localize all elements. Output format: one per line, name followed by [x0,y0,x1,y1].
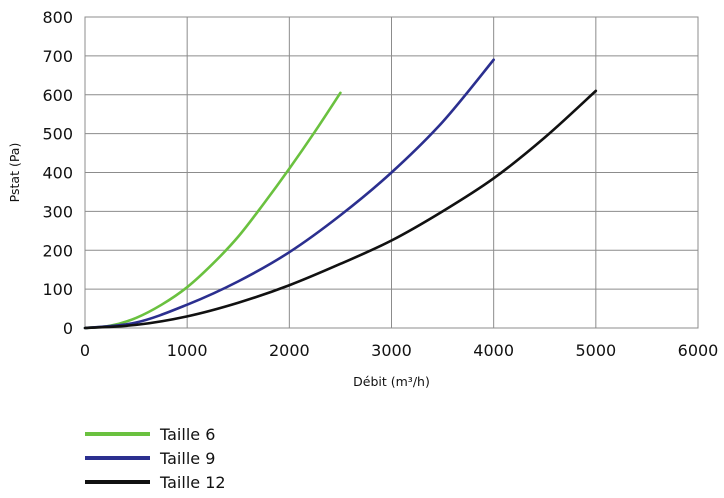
series-layer [83,58,598,330]
legend: Taille 6 Taille 9 Taille 12 [85,425,226,492]
plot-frame [84,16,699,329]
legend-label: Taille 9 [159,449,215,468]
legend-item: Taille 6 [85,425,215,444]
y-tick-label: 800 [42,8,73,27]
y-tick-label: 600 [42,86,73,105]
x-tick-label: 6000 [678,341,719,360]
x-axis-label: Débit (m³/h) [353,374,430,389]
x-tick-label: 5000 [575,341,616,360]
series-line-taille-6 [83,91,342,330]
tick-labels: 0 1000 2000 3000 4000 5000 6000 0 100 200 300 400 50… [42,8,718,360]
series-line-taille-9 [83,58,495,330]
legend-item: Taille 9 [85,449,215,468]
y-tick-label: 300 [42,202,73,221]
x-tick-label: 1000 [167,341,208,360]
x-tick-label: 4000 [473,341,514,360]
x-tick-label: 2000 [269,341,310,360]
legend-item: Taille 12 [85,473,226,492]
y-tick-label: 500 [42,125,73,144]
x-tick-label: 0 [80,341,90,360]
y-tick-label: 400 [42,164,73,183]
legend-label: Taille 12 [159,473,226,492]
x-tick-label: 3000 [371,341,412,360]
y-tick-label: 100 [42,280,73,299]
series-line-taille-12 [83,89,598,330]
y-tick-label: 0 [63,319,73,338]
legend-label: Taille 6 [159,425,215,444]
y-tick-label: 700 [42,47,73,66]
y-tick-label: 200 [42,241,73,260]
y-axis-label: Pstat (Pa) [7,143,22,203]
